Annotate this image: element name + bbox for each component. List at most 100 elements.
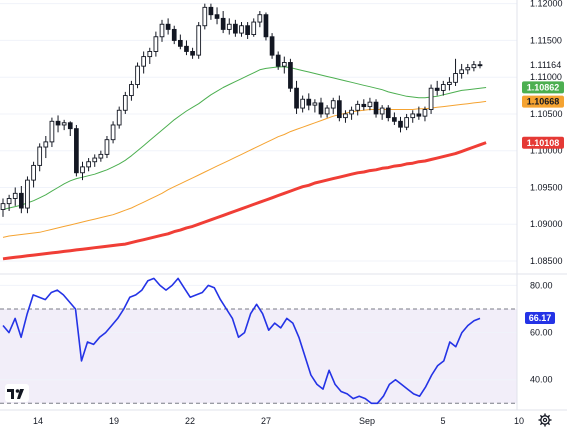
moving-average-lines: [2, 66, 487, 261]
candle: [43, 136, 49, 159]
candle: [37, 143, 43, 172]
candle-body: [294, 87, 299, 109]
moving-average-line: [2, 141, 487, 261]
time-tick-label: 19: [109, 416, 119, 426]
rsi-value-tag-bg: [525, 312, 555, 325]
candle-body: [245, 25, 250, 36]
candle-body: [49, 120, 55, 143]
candle: [440, 80, 446, 96]
candle-body: [275, 54, 281, 67]
candle-body: [385, 107, 391, 119]
candle-body: [392, 117, 397, 122]
candle-body: [251, 21, 257, 36]
candle-body: [281, 62, 287, 67]
price-pane: [0, 3, 517, 262]
candle-body: [355, 103, 361, 111]
candle-body: [98, 153, 104, 159]
candle-body: [31, 164, 36, 181]
candle-body: [0, 203, 6, 210]
candle-body: [171, 28, 177, 41]
candle-body: [440, 84, 446, 91]
price-tick-label: 1.09500: [530, 182, 563, 192]
candle-body: [471, 64, 477, 69]
candle-body: [6, 198, 12, 205]
candle: [49, 117, 55, 148]
settings-gear-icon[interactable]: [538, 413, 552, 427]
candle-body: [226, 23, 232, 30]
rsi-axis[interactable]: 80.00 60.00 40.00: [530, 280, 553, 384]
candle: [92, 154, 98, 167]
candle: [428, 84, 434, 114]
candle-body: [404, 117, 409, 128]
rsi-pane: [0, 277, 517, 405]
price-grid: [0, 3, 517, 262]
candle-body: [269, 36, 275, 56]
ma-value-tag-bg: [522, 136, 564, 149]
candle-body: [324, 107, 330, 115]
candle-body: [477, 64, 483, 67]
candle-body: [239, 25, 244, 34]
time-tick-label: 10: [514, 416, 524, 426]
candle: [367, 97, 373, 111]
candle: [410, 110, 416, 123]
value-tags: 1.10862 1.10668 1.10108 66.17: [522, 81, 564, 325]
candle-body: [184, 45, 189, 52]
time-axis[interactable]: 14 19 22 27 Sep 5 10: [33, 416, 524, 426]
tradingview-logo-icon[interactable]: [5, 384, 29, 402]
candle-body: [67, 122, 73, 130]
candle: [12, 187, 18, 206]
candle-body: [300, 98, 305, 109]
candle-body: [202, 6, 208, 27]
candle: [239, 22, 244, 37]
candle: [294, 80, 299, 114]
candle: [196, 22, 202, 59]
price-tick-label: 1.09000: [530, 219, 563, 229]
candle-body: [410, 113, 416, 119]
candle-body: [233, 23, 238, 34]
candle-body: [25, 179, 30, 209]
candle-body: [196, 25, 202, 56]
candle-body: [220, 17, 226, 30]
moving-average-line: [2, 66, 487, 210]
price-tick-label: 1.08500: [530, 256, 563, 266]
candle: [202, 3, 208, 30]
candle: [25, 176, 30, 214]
time-tick-label: 14: [33, 416, 43, 426]
price-tick-label: 1.12000: [530, 0, 563, 9]
candle: [110, 121, 116, 144]
candle-body: [104, 139, 110, 155]
candle: [392, 112, 397, 125]
candle-body: [214, 14, 220, 19]
candle: [214, 7, 220, 25]
candle-body: [147, 51, 153, 58]
candle-body: [398, 120, 403, 128]
candle: [80, 161, 85, 181]
candle: [220, 11, 226, 34]
ma-value-tag: 1.10862: [522, 81, 564, 94]
candle-body: [349, 109, 354, 115]
rsi-tick-label: 60.00: [530, 328, 553, 338]
price-tick-label: 1.10500: [530, 109, 563, 119]
candle-body: [428, 87, 434, 110]
candle: [447, 77, 452, 91]
price-axis[interactable]: 1.12000 1.11500 1.11000 1.10500 1.10000 1.095…: [530, 0, 563, 266]
candle-body: [153, 36, 159, 52]
candle-body: [190, 51, 195, 56]
candle-body: [257, 14, 263, 23]
candle: [159, 19, 165, 42]
candle: [74, 124, 79, 177]
candle: [122, 91, 128, 114]
candle-body: [12, 192, 18, 199]
candle: [275, 51, 281, 70]
ma-value-tag-text: 1.10108: [527, 138, 560, 148]
candle-body: [361, 103, 367, 108]
candle-body: [312, 102, 318, 106]
candle: [343, 110, 348, 123]
candle: [190, 47, 195, 59]
ma-value-tag-text: 1.10668: [527, 97, 560, 107]
time-tick-label: 22: [185, 416, 195, 426]
candle: [355, 100, 361, 116]
candle: [257, 11, 263, 28]
candle-body: [373, 101, 379, 115]
ma-value-tag-text: 1.10862: [527, 82, 560, 92]
